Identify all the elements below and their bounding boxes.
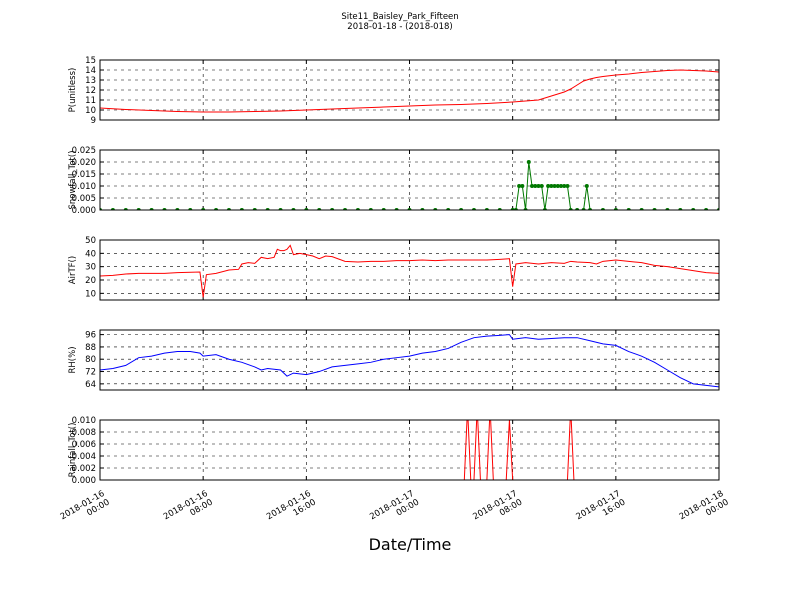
panels-container: 9101112131415P(unitless)0.0000.0050.0100… xyxy=(59,56,731,522)
panel-frame xyxy=(99,329,720,391)
x-axis-label: Date/Time xyxy=(369,535,452,554)
panel-rainfall: 0.000 0.002 0.004 0.006 0.008 0.010Rainfall_T… xyxy=(68,416,720,486)
y-tick-label: 0.020 xyxy=(72,158,96,168)
y-axis-label: P(unitless) xyxy=(68,68,78,113)
y-tick-label: 0.005 xyxy=(72,194,96,204)
panel-frame xyxy=(99,419,720,481)
y-tick-label: 20 xyxy=(85,276,96,286)
y-tick-label: 15 xyxy=(85,56,96,66)
y-tick-label: 50 xyxy=(85,236,96,246)
data-point xyxy=(546,184,551,188)
panel-frame xyxy=(99,149,720,211)
data-point xyxy=(533,184,538,188)
y-tick-label: 0.010 xyxy=(72,416,96,426)
y-tick-label: 0.015 xyxy=(72,170,96,180)
data-point xyxy=(536,184,541,188)
data-point xyxy=(559,184,564,188)
data-point xyxy=(549,184,554,188)
y-tick-label: 96 xyxy=(85,331,96,341)
y-tick-label: 0.008 xyxy=(72,428,96,438)
y-tick-label: 0.010 xyxy=(72,182,96,192)
y-tick-label: 11 xyxy=(85,96,96,106)
y-tick-label: 64 xyxy=(85,380,96,390)
data-point xyxy=(539,184,544,188)
data-point xyxy=(584,184,589,188)
y-axis-label: RH(%) xyxy=(68,346,78,373)
data-point xyxy=(530,184,535,188)
y-tick-label: 40 xyxy=(85,249,96,259)
chart-title: Site11_Baisley_Park_Fifteen xyxy=(341,12,458,22)
y-axis-label: AirTF() xyxy=(68,256,78,284)
y-tick-label: 0.002 xyxy=(72,464,96,474)
y-tick-label: 88 xyxy=(85,343,96,353)
y-tick-label: 9 xyxy=(91,116,96,126)
data-point xyxy=(562,184,567,188)
series-line-p xyxy=(100,69,719,113)
data-point xyxy=(552,184,557,188)
y-tick-label: 0.025 xyxy=(72,146,96,156)
y-tick-label: 0.000 xyxy=(72,476,96,486)
y-tick-label: 30 xyxy=(85,263,96,273)
y-tick-label: 13 xyxy=(85,76,96,86)
y-tick-label: 12 xyxy=(85,86,96,96)
data-point xyxy=(526,160,531,164)
y-axis-label: Rainfall_Tot() xyxy=(68,423,78,478)
panel-frame xyxy=(99,59,720,121)
series-line-airtf xyxy=(100,244,719,298)
y-tick-label: 10 xyxy=(85,106,96,116)
data-point xyxy=(565,184,570,188)
series-line-rh xyxy=(100,334,719,388)
chart-subtitle: 2018-01-18 - (2018-018) xyxy=(347,22,452,32)
y-tick-label: 80 xyxy=(85,355,96,365)
y-tick-label: 0.006 xyxy=(72,440,96,450)
series-line-rainfall xyxy=(100,420,719,480)
panel-airtf: 10 20 30 40 50 AirTF() xyxy=(68,236,720,301)
y-tick-label: 10 xyxy=(85,289,96,299)
panel-frame xyxy=(99,239,720,301)
y-axis-label: Snowfall_Tot() xyxy=(68,150,78,209)
data-point xyxy=(520,184,525,188)
y-tick-label: 0.004 xyxy=(72,452,96,462)
series-line-snowfall xyxy=(100,161,719,210)
panel-rh: 64 72 80 88 96 RH(%) xyxy=(68,329,720,391)
data-point xyxy=(555,184,560,188)
panel-snowfall: 0.000 0.005 0.010 0.015 0.020 0.025Snowfall_T… xyxy=(68,146,720,216)
y-tick-label: 0.000 xyxy=(72,206,96,216)
y-tick-label: 72 xyxy=(85,368,96,378)
y-tick-label: 14 xyxy=(85,66,96,76)
data-point xyxy=(517,184,522,188)
